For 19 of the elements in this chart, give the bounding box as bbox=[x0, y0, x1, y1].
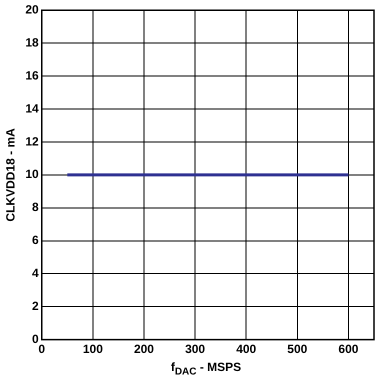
x-tick-label: 100 bbox=[82, 342, 104, 356]
x-tick-label: 500 bbox=[287, 342, 308, 356]
y-tick-label: 12 bbox=[25, 134, 40, 148]
y-tick-label: 14 bbox=[25, 101, 40, 116]
x-tick-label: 400 bbox=[236, 342, 257, 356]
x-tick-label: 300 bbox=[185, 342, 206, 356]
y-tick-label: 0 bbox=[32, 332, 40, 346]
y-tick-label: 18 bbox=[25, 35, 40, 50]
y-tick-label: 6 bbox=[32, 233, 40, 248]
y-tick-label: 8 bbox=[32, 200, 40, 214]
y-tick-label: 10 bbox=[25, 167, 40, 182]
y-tick-label: 4 bbox=[32, 266, 40, 280]
y-tick-label: 20 bbox=[25, 2, 40, 17]
x-tick-label: 600 bbox=[338, 342, 359, 356]
y-tick-label: 16 bbox=[25, 68, 40, 82]
y-axis-title: CLKVDD18 - mA bbox=[4, 128, 18, 222]
x-tick-label: 200 bbox=[134, 342, 154, 356]
y-tick-label: 2 bbox=[32, 298, 40, 313]
x-axis-title: f$_{DAC}$ - MSPS bbox=[170, 360, 242, 378]
